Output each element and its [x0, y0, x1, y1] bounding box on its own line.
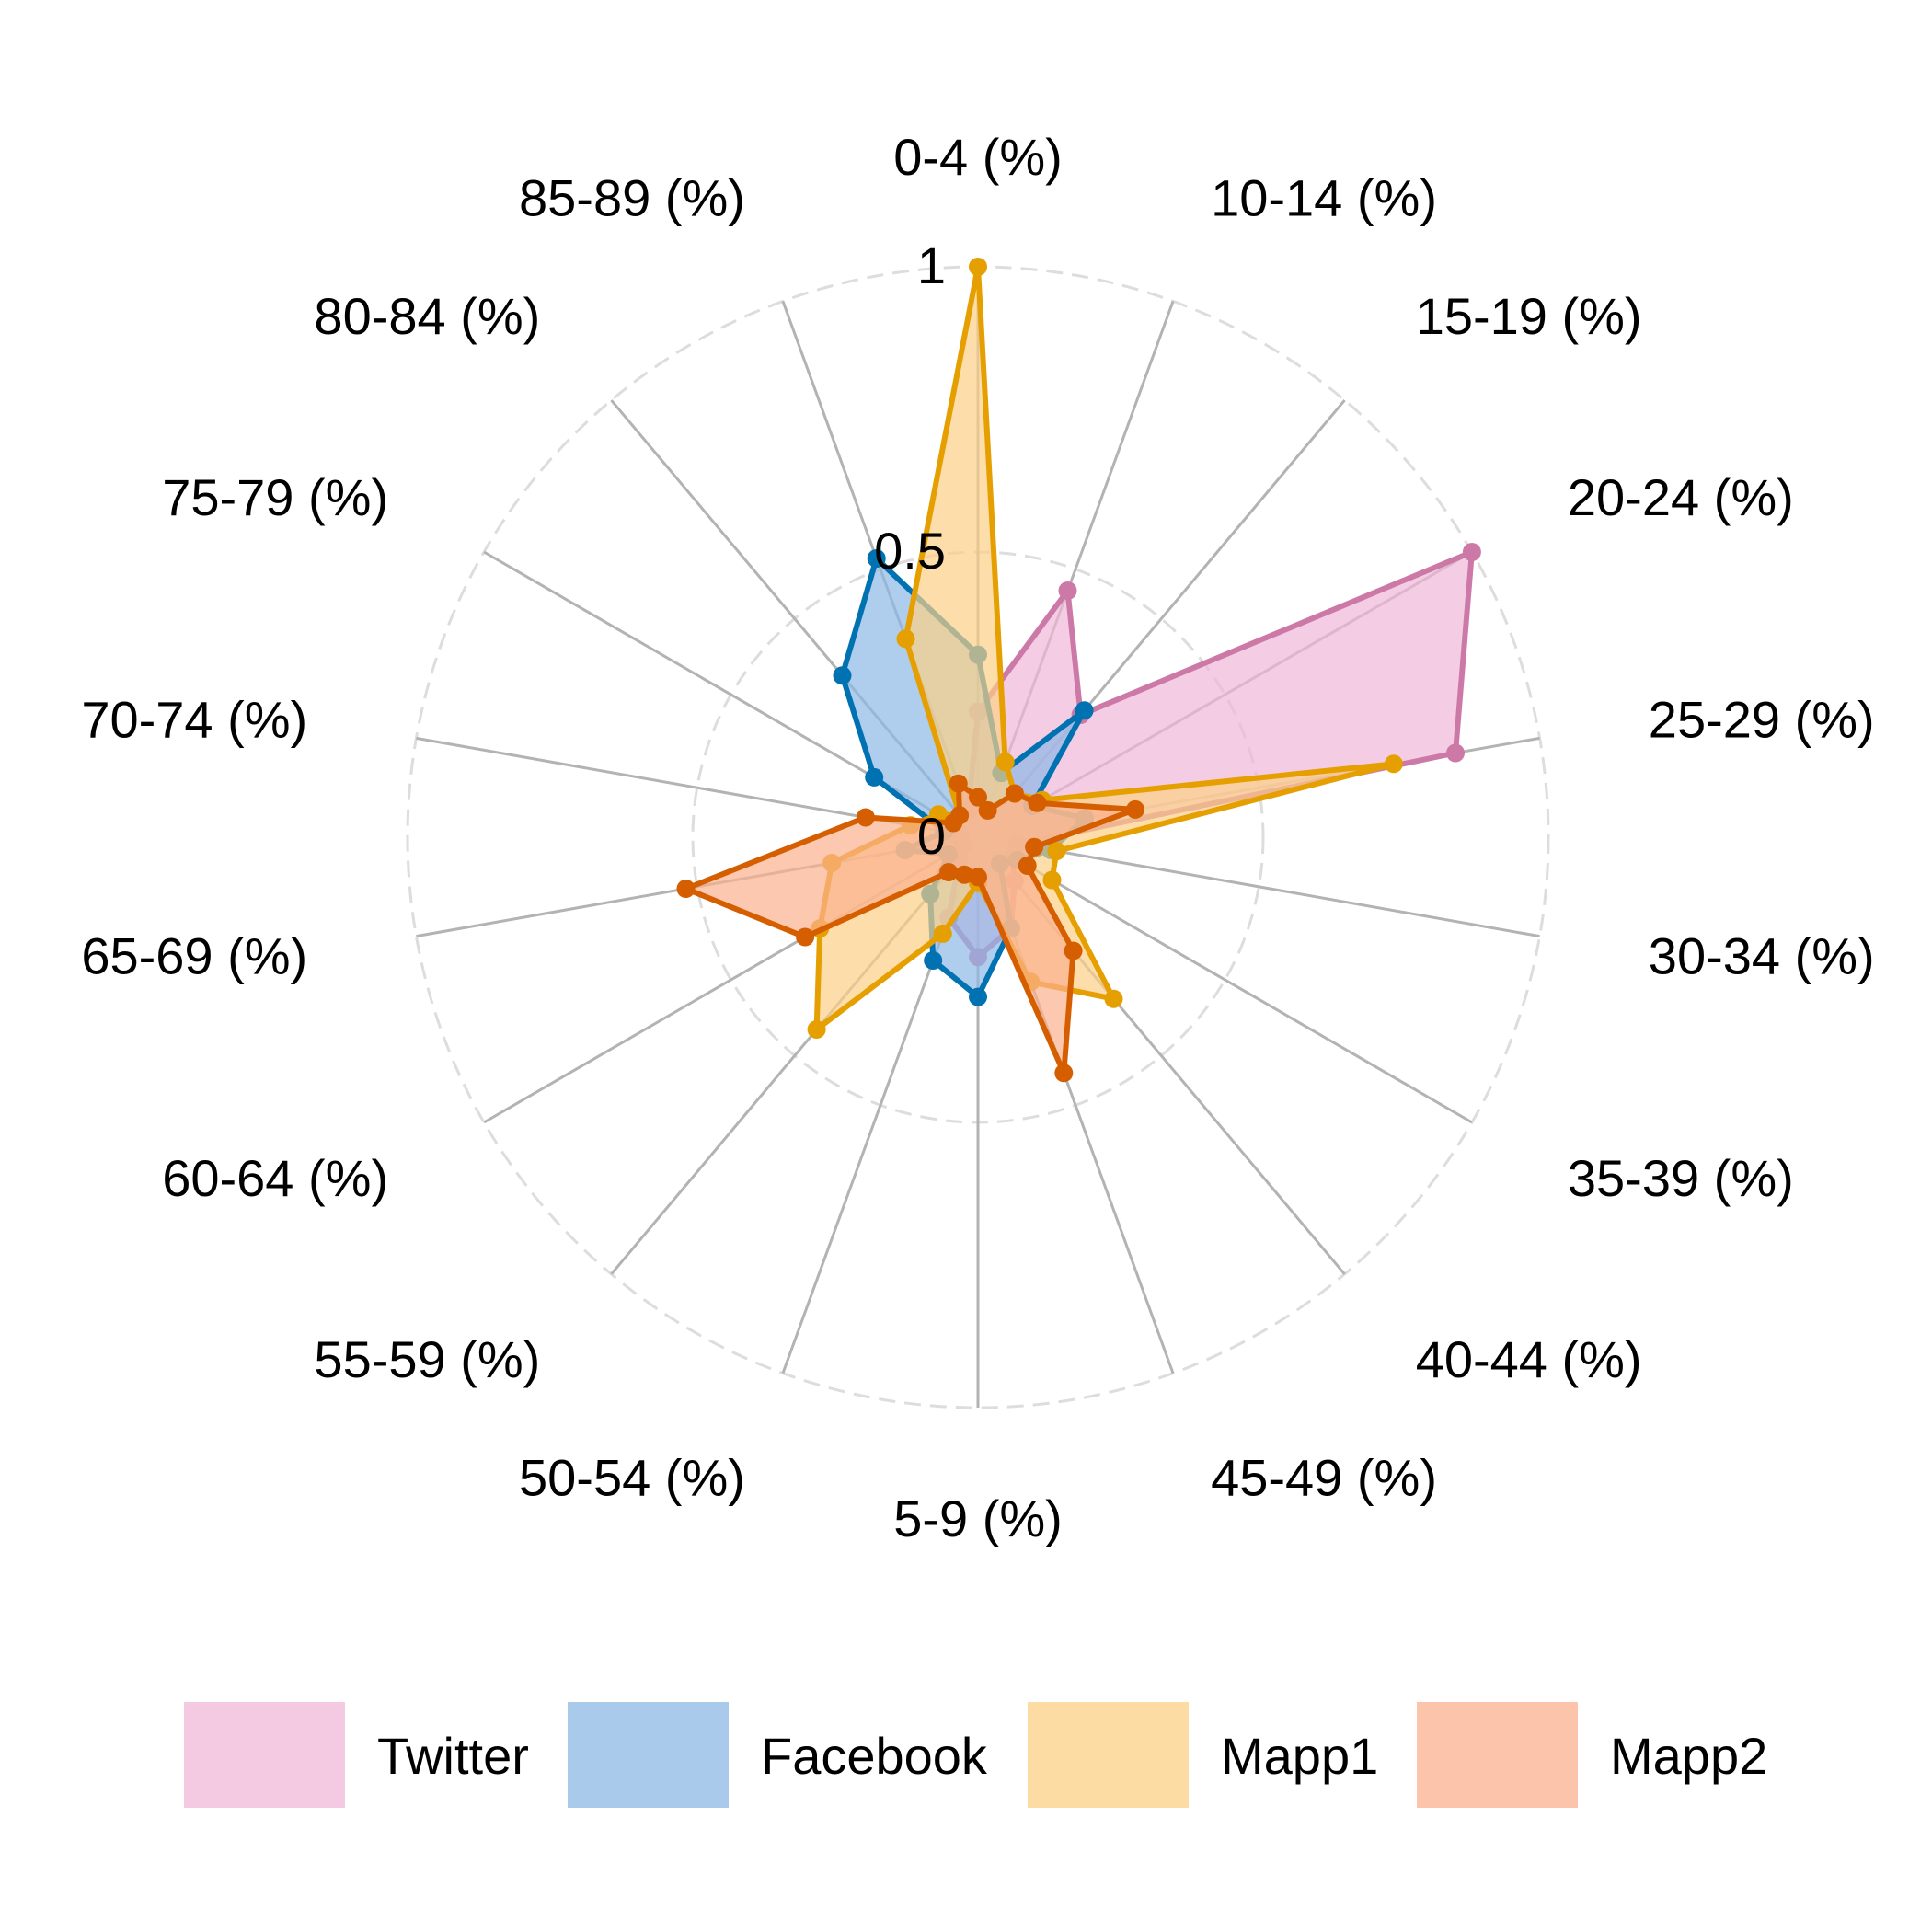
data-point-mapp1-7	[1104, 989, 1123, 1008]
data-point-mapp2-8	[1054, 1064, 1074, 1083]
data-point-mapp2-4	[1126, 799, 1144, 819]
axis-label-8: 45-49 (%)	[1211, 1448, 1437, 1506]
tick-label-1: 0.5	[874, 522, 946, 580]
axis-label-5: 30-34 (%)	[1649, 927, 1875, 985]
axis-spoke-5	[977, 835, 1540, 938]
data-point-mapp1-11	[807, 1020, 826, 1039]
axis-label-11: 55-59 (%)	[314, 1330, 540, 1388]
data-point-mapp2-9	[969, 868, 987, 887]
data-point-mapp2-5	[1025, 837, 1044, 857]
data-point-mapp2-6	[1018, 857, 1037, 875]
data-point-facebook-2	[1075, 701, 1094, 720]
axis-labels: 0-4 (%) 10-14 (%) 15-19 (%) 20-24 (%) 25-29 …	[81, 128, 1874, 1547]
data-point-mapp1-0	[969, 258, 987, 276]
legend-item-mapp1: Mapp1	[1028, 1702, 1378, 1808]
legend-label-twitter: Twitter	[377, 1727, 529, 1785]
data-point-mapp2-17	[949, 774, 968, 793]
axis-label-1: 10-14 (%)	[1211, 169, 1437, 227]
legend-item-twitter: Twitter	[184, 1702, 529, 1808]
legend-swatch-mapp2	[1417, 1702, 1578, 1808]
data-point-mapp1-4	[1384, 754, 1403, 774]
data-point-mapp1-6	[1042, 870, 1062, 890]
axis-label-17: 85-89 (%)	[519, 169, 745, 227]
data-point-twitter-4	[1446, 743, 1465, 763]
legend-label-mapp1: Mapp1	[1221, 1727, 1378, 1785]
axis-label-16: 80-84 (%)	[314, 287, 540, 345]
data-point-facebook-9	[969, 987, 987, 1006]
legend-swatch-mapp1	[1028, 1702, 1189, 1808]
data-point-facebook-17	[867, 549, 886, 568]
data-point-facebook-15	[865, 767, 884, 787]
data-point-twitter-1	[1058, 581, 1077, 600]
series-polygons	[676, 258, 1481, 1083]
data-point-mapp1-1	[995, 753, 1015, 772]
data-point-mapp2-16	[950, 806, 970, 825]
data-point-mapp1-17	[896, 629, 915, 649]
axis-label-12: 60-64 (%)	[162, 1149, 388, 1207]
axis-label-7: 40-44 (%)	[1416, 1330, 1642, 1388]
data-point-mapp2-12	[796, 927, 815, 947]
data-point-mapp2-1	[978, 800, 997, 820]
data-point-mapp1-5	[1047, 842, 1066, 861]
data-point-mapp2-13	[676, 880, 696, 898]
data-point-twitter-3	[1462, 543, 1481, 561]
axis-label-13: 65-69 (%)	[81, 927, 307, 985]
data-point-mapp2-0	[969, 788, 987, 807]
data-point-mapp2-11	[939, 863, 959, 881]
axis-label-2: 15-19 (%)	[1416, 287, 1642, 345]
axis-label-6: 35-39 (%)	[1568, 1149, 1794, 1207]
data-point-mapp2-14	[856, 808, 875, 827]
axis-label-4: 25-29 (%)	[1649, 691, 1875, 749]
tick-labels: 00.51	[874, 236, 946, 865]
series-mapp2	[676, 774, 1144, 1083]
legend-swatch-twitter	[184, 1702, 345, 1808]
legend-item-mapp2: Mapp2	[1417, 1702, 1767, 1808]
data-point-mapp2-10	[955, 865, 974, 884]
axis-label-3: 20-24 (%)	[1568, 468, 1794, 526]
legend-item-facebook: Facebook	[568, 1702, 988, 1808]
data-point-facebook-10	[924, 951, 943, 970]
axis-spoke-6	[977, 835, 1473, 1124]
data-point-mapp2-7	[1064, 941, 1083, 960]
axis-label-0: 0-4 (%)	[893, 128, 1063, 186]
axis-label-14: 70-74 (%)	[81, 691, 307, 749]
legend-label-facebook: Facebook	[761, 1727, 988, 1785]
axis-label-9: 5-9 (%)	[893, 1489, 1063, 1547]
legend-swatch-facebook	[568, 1702, 729, 1808]
axis-label-15: 75-79 (%)	[162, 468, 388, 526]
data-point-mapp1-10	[933, 924, 952, 943]
legend-label-mapp2: Mapp2	[1610, 1727, 1767, 1785]
data-point-facebook-16	[833, 666, 852, 685]
legend: Twitter Facebook Mapp1 Mapp2	[184, 1702, 1767, 1808]
tick-label-0: 0	[917, 807, 946, 865]
tick-label-2: 1	[917, 236, 946, 294]
data-point-mapp2-2	[1005, 784, 1024, 803]
axis-label-10: 50-54 (%)	[519, 1448, 745, 1506]
data-point-mapp2-3	[1028, 793, 1047, 812]
